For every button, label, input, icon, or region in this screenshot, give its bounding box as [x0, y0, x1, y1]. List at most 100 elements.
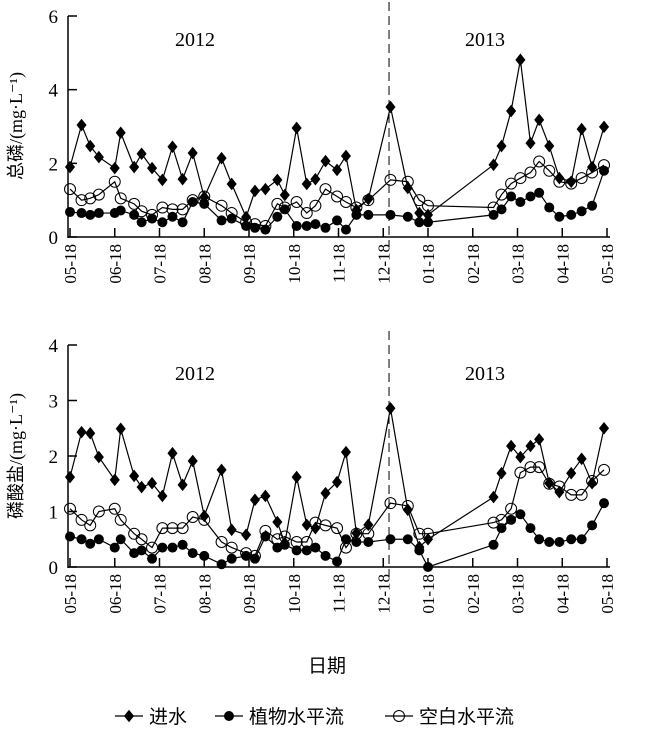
x-tick-label: 08-18: [195, 244, 214, 284]
data-point-filled-circle: [301, 545, 312, 556]
data-point-open-circle: [495, 188, 508, 201]
data-point-filled-circle: [414, 217, 425, 228]
y-tick-label: 1: [49, 503, 59, 524]
x-tick-label: 05-18: [61, 244, 80, 284]
data-point-open-circle: [64, 183, 76, 196]
data-point-filled-circle: [320, 222, 331, 233]
data-point-filled-circle: [506, 191, 517, 202]
x-tick-label: 01-18: [419, 244, 438, 284]
data-point-open-circle: [114, 513, 127, 526]
data-point-open-circle: [156, 201, 169, 214]
total-phosphorus-panel: 0 2 4 6 05-18 06-18 07-18 08-18 09-18 10-18 11-18 1…: [6, 2, 617, 284]
data-point-filled-circle: [544, 202, 555, 213]
data-point-open-circle: [290, 196, 303, 209]
data-point-open-circle: [128, 197, 141, 210]
data-point-filled-circle: [157, 217, 168, 228]
data-point-filled-circle: [260, 531, 271, 542]
data-point-open-circle: [75, 194, 88, 207]
legend-label: 空白水平流: [419, 706, 514, 728]
data-point-open-circle: [384, 497, 397, 510]
data-point-filled-circle: [496, 204, 507, 215]
data-point-filled-circle: [93, 534, 104, 545]
data-point-filled-circle: [340, 534, 351, 545]
data-point-diamond: [167, 140, 178, 154]
data-point-filled-circle: [525, 523, 536, 534]
data-point-open-circle: [84, 519, 97, 532]
y-tick-label: 6: [49, 7, 59, 28]
data-point-open-circle: [384, 173, 397, 186]
data-point-open-circle: [156, 522, 169, 535]
data-point-filled-circle: [199, 550, 210, 561]
data-point-filled-circle: [279, 204, 290, 215]
data-point-diamond: [506, 439, 517, 453]
data-point-open-circle: [166, 522, 179, 535]
data-point-diamond: [216, 151, 227, 165]
data-point-filled-circle: [187, 548, 198, 559]
data-point-diamond: [93, 450, 104, 464]
data-point-open-circle: [64, 502, 76, 515]
data-point-filled-circle: [587, 200, 598, 211]
data-point-filled-circle: [249, 553, 260, 564]
data-point-open-circle: [300, 207, 313, 220]
x-tick-label: 09-18: [240, 574, 259, 614]
x-tick-label: 12-18: [374, 244, 393, 284]
data-point-diamond: [576, 452, 587, 466]
data-point-diamond: [332, 163, 343, 177]
x-tick-label: 07-18: [151, 244, 170, 284]
y-tick-label: 4: [49, 336, 59, 357]
data-point-diamond: [199, 190, 210, 204]
data-point-diamond: [515, 53, 526, 67]
data-point-open-circle: [215, 536, 228, 549]
data-point-filled-circle: [272, 211, 283, 222]
data-point-open-circle: [575, 488, 588, 501]
data-point-diamond: [320, 486, 331, 500]
data-point-filled-circle: [385, 534, 396, 545]
data-point-open-circle: [108, 502, 121, 515]
data-point-diamond: [320, 154, 331, 168]
data-point-diamond: [157, 173, 168, 187]
data-point-filled-circle: [291, 220, 302, 231]
data-point-open-circle: [146, 541, 159, 554]
data-point-diamond: [363, 192, 374, 206]
data-point-diamond: [340, 149, 351, 163]
data-point-diamond: [187, 146, 198, 160]
data-point-filled-circle: [385, 209, 396, 220]
data-point-open-circle: [339, 196, 352, 209]
year-annotation: 2012: [175, 29, 215, 51]
y-tick-label: 2: [49, 154, 59, 175]
y-axis-title: 总磷/(mg·L⁻¹): [6, 72, 27, 180]
data-point-open-circle: [575, 172, 588, 185]
data-point-open-circle: [565, 488, 578, 501]
x-tick-label: 11-18: [330, 574, 349, 613]
data-point-filled-circle: [363, 209, 374, 220]
x-tick-label: 11-18: [330, 244, 349, 283]
data-point-open-circle: [309, 199, 322, 212]
data-point-diamond: [310, 172, 321, 186]
data-point-diamond: [291, 470, 302, 484]
data-point-diamond: [402, 181, 413, 195]
data-point-open-circle: [319, 519, 332, 532]
x-tick-label: 04-18: [553, 244, 572, 284]
data-point-diamond: [109, 161, 120, 175]
data-point-filled-circle: [488, 539, 499, 550]
data-point-filled-circle: [423, 562, 433, 572]
data-point-open-circle: [533, 461, 546, 474]
data-point-filled-circle: [109, 542, 120, 553]
data-point-filled-circle: [76, 534, 87, 545]
legend-marker-filled-circle-icon: [224, 711, 234, 721]
phosphate-panel: 0 1 2 3 4 05-18 06-18 07-18 08-18 09-18 10-18 11-18…: [6, 331, 617, 614]
data-point-diamond: [279, 536, 290, 550]
data-point-open-circle: [413, 527, 426, 540]
data-point-filled-circle: [249, 222, 260, 233]
y-tick-label: 4: [49, 81, 59, 102]
data-point-filled-circle: [566, 534, 577, 545]
data-point-open-circle: [505, 177, 518, 190]
data-point-diamond: [260, 182, 271, 196]
data-point-diamond: [226, 177, 237, 191]
data-point-diamond: [216, 463, 227, 477]
x-tick-label: 09-18: [240, 244, 259, 284]
data-point-filled-circle: [76, 208, 87, 219]
series-line-open-circle: [69, 160, 605, 227]
data-point-filled-circle: [320, 550, 331, 561]
